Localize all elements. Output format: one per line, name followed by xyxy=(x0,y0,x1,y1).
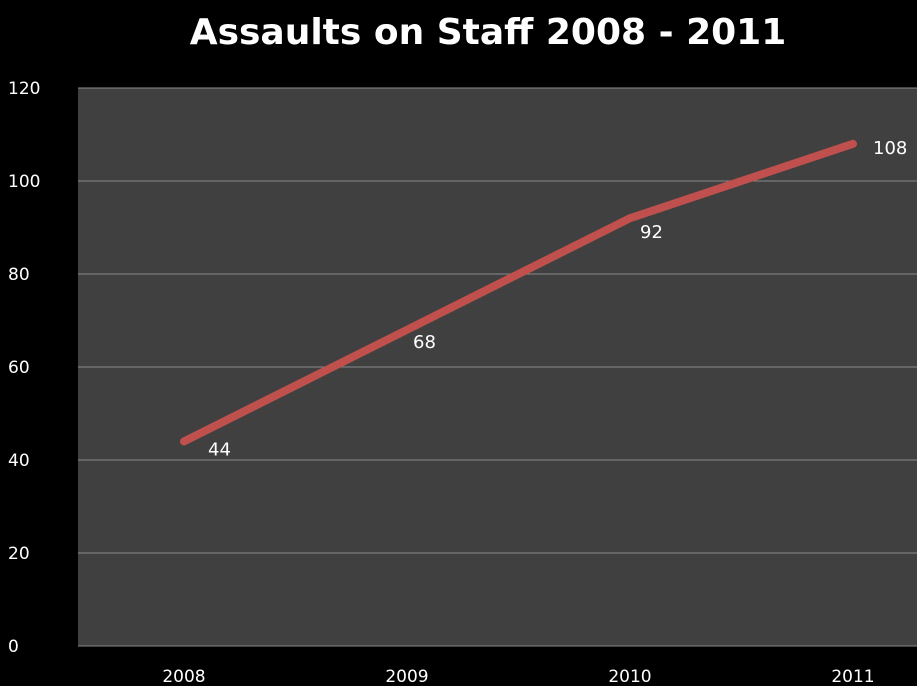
x-tick-label: 2010 xyxy=(608,667,651,686)
y-tick-label: 100 xyxy=(8,172,40,192)
gridlines xyxy=(78,87,917,647)
y-tick-label: 80 xyxy=(8,265,30,285)
chart-title: Assaults on Staff 2008 - 2011 xyxy=(190,12,787,53)
y-tick-label: 0 xyxy=(8,637,19,657)
series-layer xyxy=(180,139,857,446)
data-label: 68 xyxy=(413,332,436,353)
y-tick-label: 60 xyxy=(8,358,30,378)
y-tick-label: 40 xyxy=(8,451,30,471)
y-axis-ticks: 0 20 40 60 80 100 120 xyxy=(8,79,40,657)
data-labels: 44 68 92 108 xyxy=(208,138,907,461)
x-tick-label: 2008 xyxy=(162,667,205,686)
x-tick-label: 2011 xyxy=(831,667,874,686)
x-axis-ticks: 2008 2009 2010 2011 xyxy=(162,667,874,686)
data-label: 108 xyxy=(873,138,907,159)
data-label: 44 xyxy=(208,439,231,460)
y-tick-label: 20 xyxy=(8,544,30,564)
data-label: 92 xyxy=(640,222,663,243)
y-tick-label: 120 xyxy=(8,79,40,99)
x-tick-label: 2009 xyxy=(385,667,428,686)
series-line xyxy=(180,139,857,446)
